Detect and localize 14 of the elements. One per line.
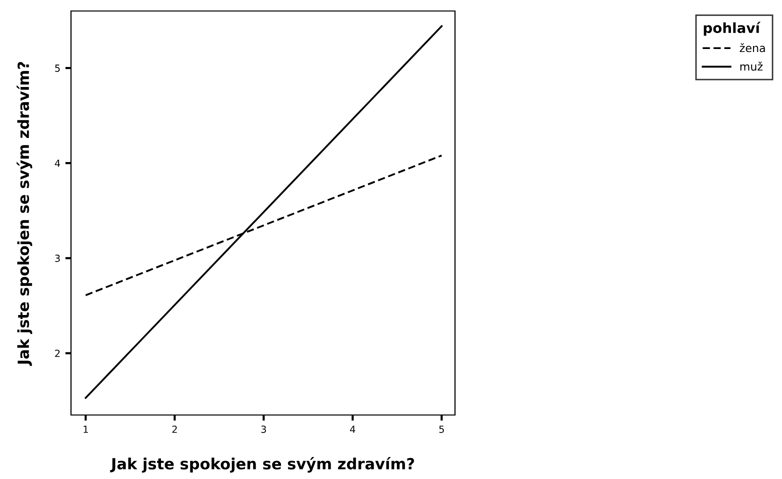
legend-label: muž (740, 62, 763, 71)
y-tick-label: 2 (55, 350, 60, 357)
legend-label: žena (740, 43, 765, 52)
x-tick-label: 3 (261, 426, 266, 433)
y-tick-label: 3 (55, 254, 60, 262)
x-tick-label: 4 (350, 426, 356, 433)
y-tick-label: 5 (55, 64, 60, 72)
x-axis-title: Jak jste spokojen se svým zdravím? (110, 457, 414, 473)
legend-title: pohlaví (704, 22, 761, 36)
y-axis-title: Jak jste spokojen se svým zdravím? (16, 62, 32, 366)
x-tick-label: 1 (84, 426, 88, 433)
y-tick-label: 4 (54, 160, 60, 167)
x-tick-label: 2 (172, 426, 177, 433)
x-tick-label: 5 (439, 426, 444, 433)
